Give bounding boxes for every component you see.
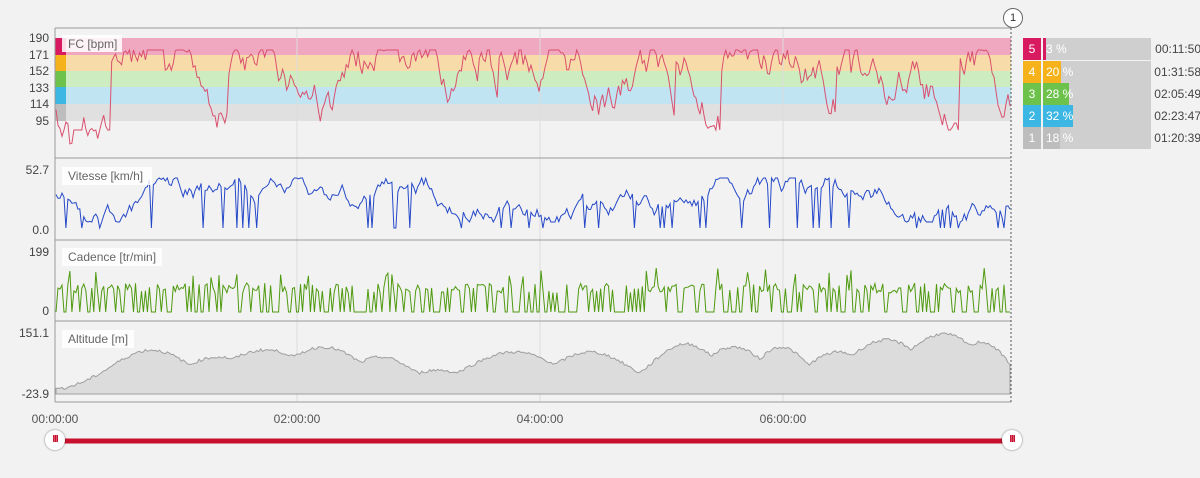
hr-zone-1-band xyxy=(55,104,1011,121)
zone-2-bar-fill xyxy=(1043,105,1073,127)
hr-zone-4-band xyxy=(55,55,1011,71)
zone-4-bar-fill xyxy=(1043,61,1061,83)
hr-zone-2-marker xyxy=(55,87,66,104)
hr-panel-label: FC [bpm] xyxy=(68,37,117,51)
panel-borders xyxy=(54,27,1011,403)
hr-tick-133: 133 xyxy=(29,81,49,95)
zone-2-time: 02:23:47 xyxy=(1154,109,1200,123)
hr-tick-152: 152 xyxy=(29,64,49,78)
altitude-panel-label: Altitude [m] xyxy=(68,332,128,346)
altitude-tick-max: 151.1 xyxy=(19,326,49,340)
lap-marker-badge[interactable]: 1 xyxy=(1003,8,1023,28)
hr-zone-3-marker xyxy=(55,71,66,87)
zone-2-badge: 2 xyxy=(1023,105,1041,127)
zone-row-4: 4 20 % 01:31:58 xyxy=(1023,61,1200,83)
zone-5-percent: 3 % xyxy=(1046,42,1067,56)
zone-4-time: 01:31:58 xyxy=(1154,65,1200,79)
cadence-tick-max: 199 xyxy=(29,245,49,259)
zone-1-time: 01:20:39 xyxy=(1154,131,1200,145)
hr-series-line xyxy=(55,48,1011,145)
speed-series-line xyxy=(55,176,1011,230)
zone-5-bar-fill xyxy=(1043,38,1046,60)
zone-1-bar-fill xyxy=(1043,127,1060,149)
range-slider-left-handle[interactable]: III xyxy=(45,430,65,450)
hr-zone-1-marker xyxy=(55,104,66,121)
zone-1-percent: 18 % xyxy=(1046,131,1074,145)
range-slider-right-handle[interactable]: III xyxy=(1002,430,1022,450)
speed-panel-label: Vitesse [km/h] xyxy=(68,169,143,183)
speed-tick-min: 0.0 xyxy=(32,223,49,237)
altitude-tick-min: -23.9 xyxy=(22,387,50,401)
zone-3-badge: 3 xyxy=(1023,83,1041,105)
zone-5-badge: 5 xyxy=(1023,38,1041,60)
zone-1-badge: 1 xyxy=(1023,127,1041,149)
hr-zone-4-marker xyxy=(55,55,66,71)
zone-1-bar-bg xyxy=(1043,127,1151,149)
zone-row-1: 1 18 % 01:20:39 xyxy=(1023,127,1200,149)
hr-zone-5-marker xyxy=(55,38,66,55)
zone-3-percent: 28 % xyxy=(1046,87,1074,101)
x-tick-1: 02:00:00 xyxy=(274,412,321,426)
hr-zone-5-band xyxy=(55,38,1011,55)
speed-tick-max: 52.7 xyxy=(26,163,50,177)
zone-5-time: 00:11:50 xyxy=(1155,42,1200,56)
cadence-panel-label: Cadence [tr/min] xyxy=(68,250,156,264)
hr-tick-171: 171 xyxy=(29,48,49,62)
zone-2-percent: 32 % xyxy=(1046,109,1074,123)
x-tick-3: 06:00:00 xyxy=(760,412,807,426)
zone-3-bar-bg xyxy=(1043,83,1151,105)
hr-tick-114: 114 xyxy=(30,97,49,111)
zone-4-bar-bg xyxy=(1043,61,1151,83)
altitude-series-area xyxy=(55,332,1011,395)
zone-4-badge: 4 xyxy=(1023,61,1041,83)
zone-5-bar-bg xyxy=(1043,38,1151,60)
zone-row-3: 3 28 % 02:05:49 xyxy=(1023,83,1200,105)
zone-row-5: 5 3 % 00:11:50 xyxy=(1023,38,1200,60)
hr-zone-2-band xyxy=(55,87,1011,104)
zone-row-2: 2 32 % 02:23:47 xyxy=(1023,105,1200,127)
x-tick-0: 00:00:00 xyxy=(32,412,79,426)
hr-tick-190: 190 xyxy=(29,31,49,45)
zone-4-percent: 20 % xyxy=(1046,65,1074,79)
cadence-tick-min: 0 xyxy=(42,304,49,318)
cadence-series-line xyxy=(55,268,1010,313)
x-tick-2: 04:00:00 xyxy=(517,412,564,426)
zone-3-time: 02:05:49 xyxy=(1154,87,1200,101)
zone-3-bar-fill xyxy=(1043,83,1069,105)
cadence-label-bg xyxy=(62,248,162,266)
speed-label-bg xyxy=(62,167,152,185)
altitude-label-bg xyxy=(62,330,134,348)
hr-tick-95: 95 xyxy=(36,114,50,128)
hr-label-bg xyxy=(62,35,122,52)
